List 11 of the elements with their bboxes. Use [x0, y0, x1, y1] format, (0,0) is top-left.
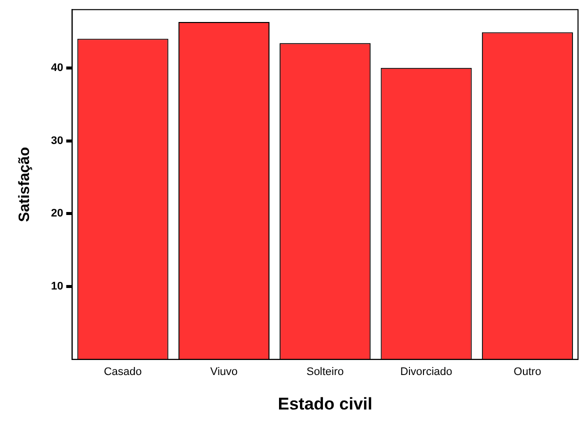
y-axis-title: Satisfação — [16, 146, 34, 222]
x-tick-label: Solteiro — [306, 366, 344, 378]
y-tick-label: 20 — [50, 208, 64, 220]
x-tick-label: Outro — [514, 366, 542, 378]
x-axis-title: Estado civil — [278, 394, 372, 414]
y-tick-label: 10 — [50, 280, 64, 293]
y-tick-label: 30 — [50, 134, 64, 147]
x-tick-label: Divorciado — [400, 366, 452, 378]
x-tick-label: Viuvo — [210, 366, 238, 378]
x-tick-label: Casado — [104, 366, 142, 378]
y-tick-label: 40 — [50, 62, 64, 74]
